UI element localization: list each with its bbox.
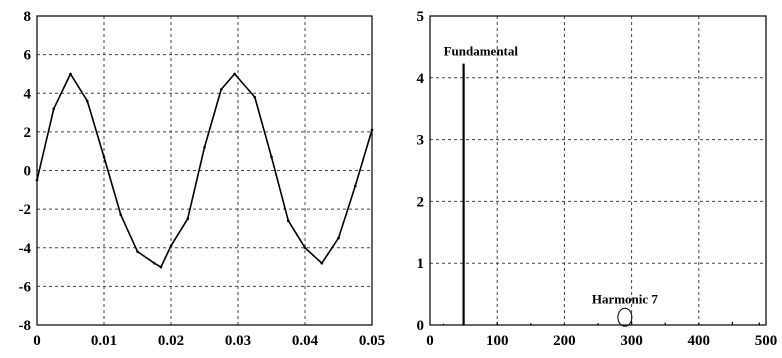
annotation-harmonic-7: Harmonic 7	[592, 291, 659, 306]
annotation-fundamental: Fundamental	[444, 44, 519, 59]
time-signal-point	[270, 155, 273, 159]
time-x-tick-label: 0.04	[292, 333, 319, 349]
time-x-tick-label: 0.02	[158, 333, 184, 349]
time-y-tick-label: -4	[19, 241, 32, 257]
time-y-tick-label: 8	[24, 9, 32, 25]
time-signal-point	[169, 244, 173, 248]
time-signal-point	[136, 250, 139, 253]
spectrum-y-tick-label: 1	[417, 256, 425, 272]
spectrum-y-tick-label: 5	[417, 9, 425, 25]
time-signal-point	[85, 99, 89, 103]
time-domain-chart: 0 0.01 0.02 0.03 0.04 0.05 8 6 4 2 0 -2 -4 -6 -8	[19, 9, 386, 349]
spectrum-chart: 0 100 200 300 400 500 5 4 3 2 1 0 Fundamental Harmoni…	[417, 9, 778, 349]
spectrum-x-tick-label: 500	[755, 333, 778, 349]
spectrum-y-tick-label: 0	[417, 318, 425, 334]
spectrum-x-tick-label: 100	[486, 333, 509, 349]
spectrum-y-tick-label: 4	[417, 71, 425, 87]
spectrum-x-tick-label: 300	[620, 333, 643, 349]
time-y-tick-label: -6	[19, 279, 32, 295]
time-plot-frame	[36, 15, 373, 326]
time-signal-point	[52, 107, 56, 110]
spectrum-plot-frame	[429, 15, 767, 326]
time-signal-point	[337, 236, 340, 240]
time-x-tick-label: 0.01	[91, 333, 117, 349]
time-y-tick-label: 6	[24, 48, 32, 64]
time-signal-point	[353, 184, 357, 188]
time-y-tick-label: -8	[19, 318, 32, 334]
time-signal-point	[69, 72, 72, 76]
time-signal-point	[320, 261, 324, 265]
time-y-tick-label: 4	[24, 86, 32, 102]
time-signal-point	[219, 88, 223, 91]
time-signal-point	[253, 95, 257, 99]
time-signal-point	[102, 155, 106, 159]
time-signal-point	[119, 213, 123, 217]
time-x-tick-label: 0.05	[359, 333, 385, 349]
time-y-tick-label: 2	[24, 125, 32, 141]
time-signal-point	[186, 217, 190, 221]
time-x-tick-label: 0	[33, 333, 41, 349]
harmonic-7-marker	[617, 307, 633, 327]
spectrum-x-tick-label: 400	[688, 333, 711, 349]
time-y-tick-label: 0	[24, 164, 32, 180]
time-signal-line	[36, 73, 373, 268]
spectrum-y-tick-label: 2	[417, 194, 425, 210]
time-signal-point	[159, 265, 163, 269]
time-signal-point	[152, 261, 156, 265]
spectrum-x-tick-label: 0	[426, 333, 434, 349]
time-signal-point	[370, 128, 374, 132]
spectrum-y-tick-label: 3	[417, 133, 425, 149]
time-signal-point	[286, 219, 290, 223]
time-x-tick-label: 0.03	[225, 333, 251, 349]
time-signal-point	[233, 72, 236, 76]
time-signal-point	[303, 246, 307, 250]
time-signal-point	[35, 178, 39, 182]
time-y-tick-label: -2	[19, 202, 32, 218]
spectrum-x-tick-label: 200	[553, 333, 576, 349]
time-signal-point	[203, 146, 206, 149]
